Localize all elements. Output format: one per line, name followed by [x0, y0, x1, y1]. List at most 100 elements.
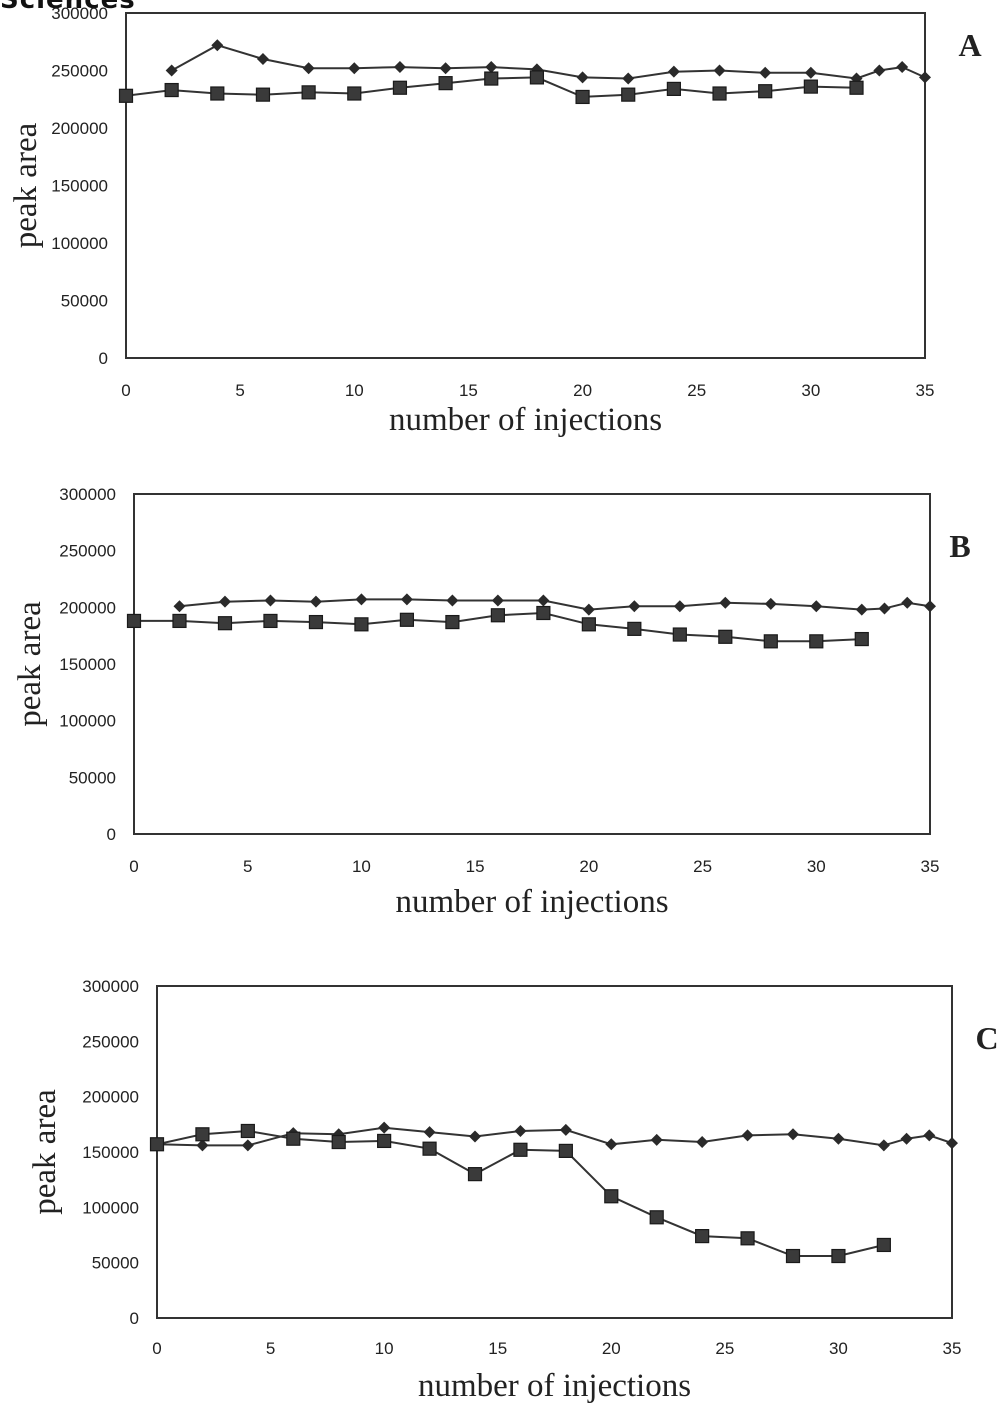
data-point-diamond: [264, 594, 277, 607]
y-tick-label: 150000: [82, 1143, 139, 1162]
data-point-diamond: [804, 66, 817, 79]
data-point-square: [809, 634, 824, 649]
x-tick-label: 25: [693, 857, 712, 876]
data-point-diamond: [901, 596, 914, 609]
data-point-square: [649, 1210, 664, 1225]
x-tick-label: 15: [459, 381, 478, 400]
y-tick-label: 300000: [59, 485, 116, 504]
data-point-diamond: [873, 64, 886, 77]
data-point-diamond: [719, 596, 732, 609]
data-point-diamond: [469, 1130, 481, 1143]
x-tick-label: 10: [345, 381, 364, 400]
data-point-diamond: [946, 1137, 958, 1150]
data-point-square: [438, 76, 453, 91]
data-point-square: [347, 86, 362, 101]
data-point-diamond: [393, 61, 406, 74]
data-point-diamond: [576, 71, 589, 84]
y-tick-label: 150000: [51, 177, 108, 196]
data-point-square: [392, 80, 408, 95]
plot-frame: [156, 985, 953, 1319]
y-tick-label: 200000: [82, 1088, 139, 1107]
x-tick-label: 35: [921, 857, 940, 876]
chart-panel-a: 0 50000 100000 150000 200000 250000 300000 0 5 10…: [8, 4, 982, 438]
y-tick-label: 50000: [92, 1254, 139, 1273]
data-point-square: [484, 71, 499, 86]
data-point-square: [785, 1248, 801, 1264]
data-point-diamond: [713, 64, 726, 77]
data-point-diamond: [241, 1139, 254, 1152]
panel-label: C: [975, 1020, 998, 1056]
x-tick-label: 15: [466, 857, 485, 876]
data-point-square: [490, 608, 505, 623]
data-point-square: [529, 70, 545, 85]
y-tick-label: 250000: [51, 62, 108, 81]
data-point-square: [536, 605, 551, 621]
y-tick-label: 0: [107, 825, 116, 844]
data-point-square: [377, 1133, 392, 1149]
data-point-square: [558, 1143, 573, 1158]
data-point-square: [399, 612, 415, 627]
data-point-diamond: [582, 603, 595, 616]
data-point-diamond: [309, 595, 322, 608]
data-point-square: [164, 82, 179, 98]
data-point-diamond: [923, 1129, 936, 1142]
y-tick-label: 100000: [59, 712, 116, 731]
data-point-diamond: [900, 1132, 913, 1145]
journal-header-fragment: Sciences: [0, 0, 136, 10]
x-tick-label: 25: [687, 381, 706, 400]
data-point-square: [695, 1229, 710, 1244]
plot-frame: [133, 493, 931, 835]
x-axis-title: number of injections: [389, 402, 662, 438]
data-point-diamond: [348, 62, 361, 75]
data-point-diamond: [537, 594, 550, 607]
series-line-diamond: [156, 1126, 953, 1147]
data-point-square: [422, 1141, 437, 1156]
x-tick-label: 30: [829, 1339, 848, 1358]
panel-label: A: [958, 27, 981, 63]
y-tick-label: 200000: [59, 598, 116, 617]
x-tick-label: 10: [352, 857, 371, 876]
data-point-diamond: [196, 1139, 209, 1152]
x-tick-label: 15: [488, 1339, 507, 1358]
x-tick-label: 0: [121, 381, 130, 400]
y-tick-label: 250000: [82, 1032, 139, 1051]
y-tick-label: 200000: [51, 119, 108, 138]
data-point-diamond: [667, 65, 680, 78]
plot-frame: [125, 12, 926, 359]
data-point-diamond: [400, 593, 413, 606]
x-axis-title: number of injections: [418, 1368, 691, 1404]
x-tick-label: 35: [943, 1339, 962, 1358]
data-point-diamond: [832, 1132, 845, 1145]
data-point-diamond: [896, 61, 909, 74]
data-point-square: [763, 634, 778, 649]
data-point-square: [263, 613, 278, 629]
chart-panel-b: 0 50000 100000 150000 200000 250000 300000 0 5 10…: [12, 485, 971, 920]
data-point-square: [354, 617, 369, 632]
data-point-diamond: [759, 66, 772, 79]
x-tick-label: 25: [715, 1339, 734, 1358]
data-point-diamond: [211, 39, 224, 52]
data-point-square: [240, 1123, 255, 1139]
data-point-diamond: [787, 1128, 799, 1141]
data-point-diamond: [605, 1138, 618, 1151]
x-axis-title: number of injections: [395, 884, 668, 920]
x-tick-label: 5: [235, 381, 244, 400]
data-point-diamond: [514, 1124, 527, 1137]
y-axis-title: peak area: [8, 122, 44, 248]
y-tick-label: 0: [130, 1309, 139, 1328]
data-point-square: [581, 617, 596, 632]
data-point-diamond: [622, 72, 635, 85]
data-point-diamond: [302, 62, 315, 75]
data-point-square: [217, 616, 233, 631]
data-point-diamond: [218, 595, 231, 608]
data-point-square: [758, 84, 773, 99]
data-point-square: [718, 629, 733, 644]
data-point-square: [118, 88, 134, 103]
data-point-square: [666, 81, 681, 97]
data-point-square: [513, 1142, 528, 1157]
data-point-diamond: [764, 597, 777, 610]
data-point-diamond: [924, 600, 936, 613]
data-point-diamond: [423, 1126, 436, 1139]
x-tick-label: 10: [375, 1339, 394, 1358]
